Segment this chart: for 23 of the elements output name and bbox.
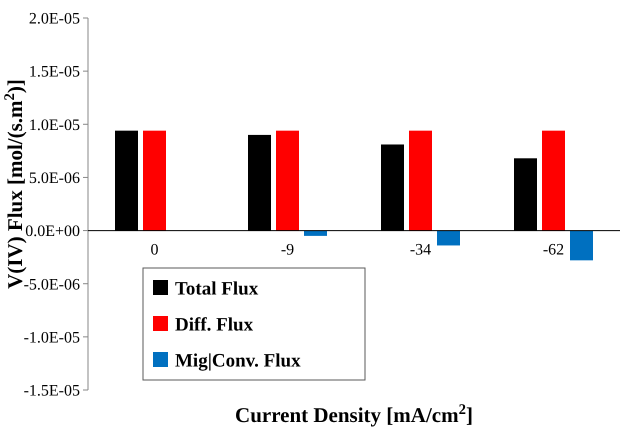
bar (276, 130, 299, 231)
x-tick-label: 0 (150, 242, 158, 259)
x-axis-title: Current Density [mA/cm$^{2}$] (235, 402, 473, 427)
y-tick-label: 1.0E-05 (28, 116, 80, 134)
y-tick-label: 5.0E-06 (28, 170, 80, 188)
bar (542, 130, 565, 231)
legend-label: Total Flux (175, 278, 259, 300)
bar (570, 230, 593, 260)
y-tick-label: 0.0E+00 (25, 223, 80, 240)
y-tick-label: 2.0E-05 (28, 10, 80, 28)
y-tick-label: -1.5E-05 (24, 382, 80, 400)
y-tick-label: -1.0E-05 (24, 329, 80, 346)
legend-label: Diff. Flux (175, 314, 254, 336)
x-tick-label: -9 (280, 242, 294, 259)
bar (409, 130, 432, 231)
bar (437, 230, 460, 246)
bar (304, 230, 327, 236)
x-tick-label: -34 (410, 242, 432, 259)
y-tick-label: -5.0E-06 (24, 276, 80, 294)
x-tick-label: -62 (542, 242, 564, 259)
bar (143, 130, 166, 231)
legend-label: Mig|Conv. Flux (175, 350, 302, 372)
y-tick-label: 1.5E-05 (28, 64, 80, 81)
